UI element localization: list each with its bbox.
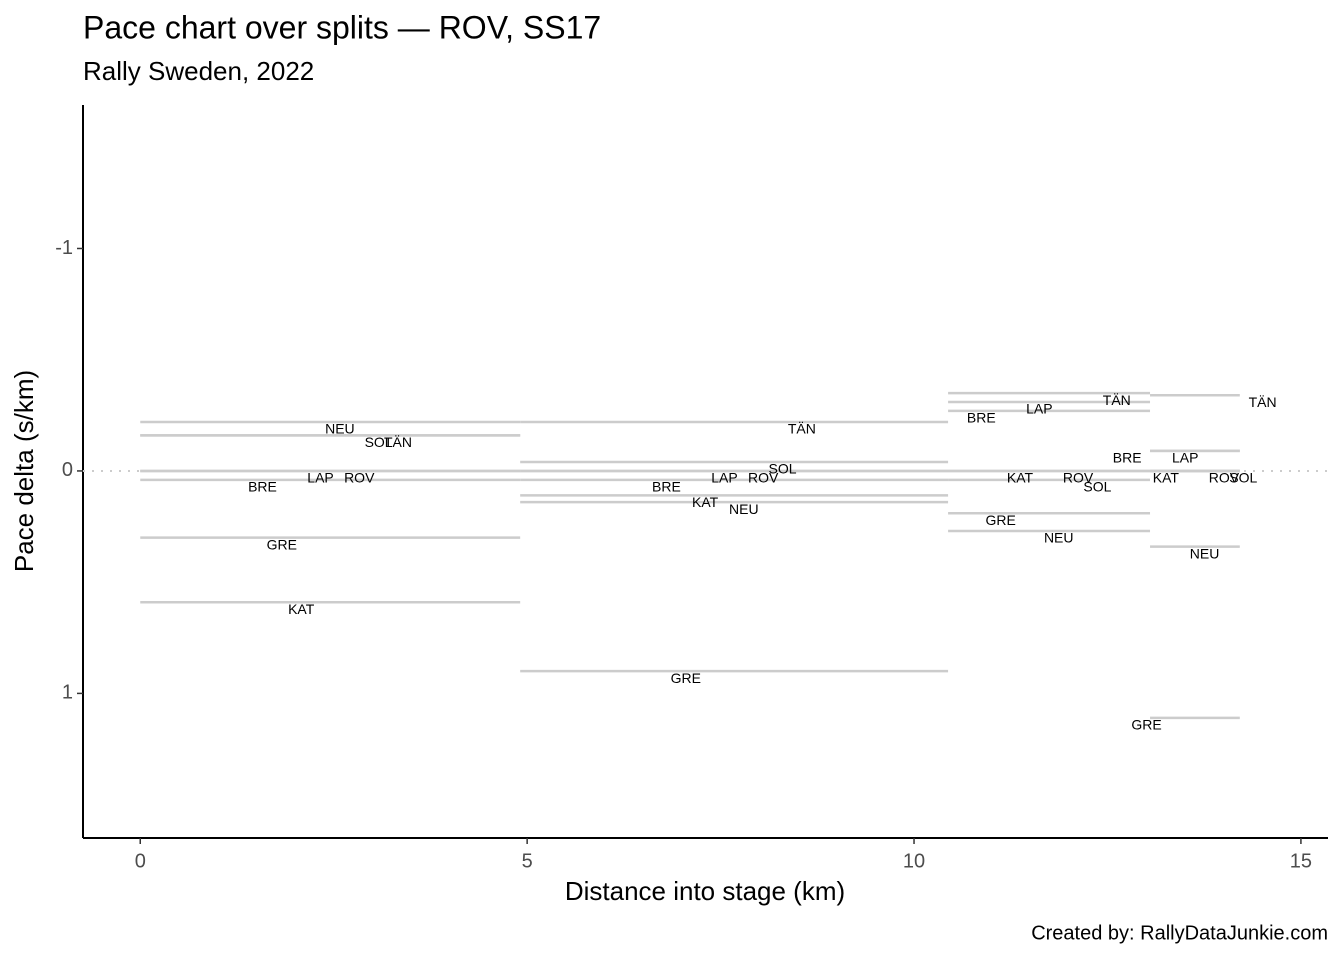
- driver-label: KAT: [1007, 470, 1034, 486]
- driver-label: BRE: [652, 479, 681, 495]
- x-axis-title: Distance into stage (km): [565, 876, 845, 906]
- driver-label: TÄN: [1249, 394, 1277, 410]
- driver-label: NEU: [1190, 545, 1220, 561]
- driver-label: NEU: [729, 501, 759, 517]
- y-axis-title: Pace delta (s/km): [9, 370, 39, 572]
- driver-label: GRE: [671, 670, 701, 686]
- driver-label: ROV: [344, 470, 375, 486]
- x-tick-label: 5: [522, 850, 533, 872]
- driver-label: BRE: [967, 410, 996, 426]
- driver-label: LAP: [307, 470, 333, 486]
- x-tick-label: 0: [135, 850, 146, 872]
- driver-label: SOL: [1229, 470, 1257, 486]
- driver-label: GRE: [986, 512, 1016, 528]
- driver-label: BRE: [248, 479, 277, 495]
- driver-label: KAT: [288, 601, 315, 617]
- y-tick-label: -1: [55, 237, 73, 259]
- driver-label: KAT: [692, 494, 719, 510]
- driver-label: SOL: [365, 434, 393, 450]
- driver-label: ROV: [1063, 470, 1094, 486]
- x-tick-label: 15: [1290, 850, 1312, 872]
- driver-label: LAP: [711, 470, 737, 486]
- driver-label: LAP: [1026, 401, 1052, 417]
- driver-label: SOL: [1083, 479, 1111, 495]
- driver-label: KAT: [1153, 470, 1180, 486]
- driver-label: GRE: [1131, 717, 1161, 733]
- driver-label: TÄN: [788, 421, 816, 437]
- chart-subtitle: Rally Sweden, 2022: [83, 56, 314, 86]
- driver-label: GRE: [267, 536, 297, 552]
- driver-label: SOL: [768, 461, 796, 477]
- driver-label: ROV: [748, 470, 779, 486]
- driver-label: TÄN: [384, 434, 412, 450]
- chart-title: Pace chart over splits — ROV, SS17: [83, 9, 601, 45]
- x-tick-label: 10: [903, 850, 925, 872]
- driver-label: TÄN: [1103, 392, 1131, 408]
- caption: Created by: RallyDataJunkie.com: [1031, 922, 1328, 944]
- driver-label: LAP: [1172, 450, 1198, 466]
- y-tick-label: 1: [62, 682, 73, 704]
- driver-label: NEU: [1044, 530, 1074, 546]
- driver-label: BRE: [1113, 450, 1142, 466]
- y-tick-label: 0: [62, 459, 73, 481]
- driver-label: NEU: [325, 421, 355, 437]
- driver-label: ROV: [1209, 470, 1240, 486]
